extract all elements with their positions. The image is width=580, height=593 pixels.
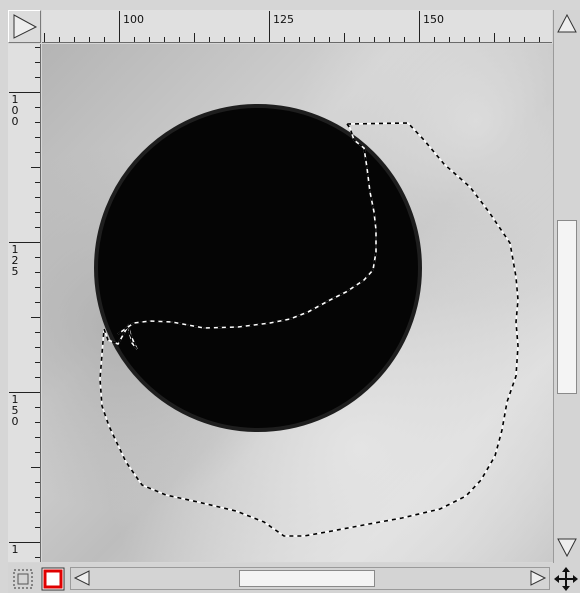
black-circle-shape <box>94 104 422 432</box>
ruler-corner-button[interactable] <box>8 10 41 43</box>
horizontal-scrollbar[interactable] <box>70 567 550 590</box>
ruler-label-125-vertical: 1 2 5 <box>11 243 19 278</box>
quick-mask-icon[interactable] <box>41 567 65 591</box>
vertical-scroll-thumb[interactable] <box>557 220 577 394</box>
horizontal-scroll-thumb[interactable] <box>239 570 375 587</box>
right-arrow-icon[interactable] <box>527 568 549 589</box>
vertical-ruler-ticks <box>9 47 40 558</box>
horizontal-ruler-ticks <box>44 11 540 42</box>
ruler-corner-triangle-icon <box>13 14 38 39</box>
down-arrow-icon[interactable] <box>554 535 580 561</box>
ruler-label-100: 100 <box>123 13 144 26</box>
left-arrow-icon[interactable] <box>71 568 93 589</box>
bottom-bar <box>8 563 580 593</box>
ruler-label-150-vertical: 1 5 0 <box>11 393 19 428</box>
ruler-label-175-vertical: 1 <box>11 543 19 556</box>
horizontal-ruler[interactable]: 100 125 150 <box>42 10 552 43</box>
move-cross-icon[interactable] <box>554 567 578 591</box>
ruler-label-100-vertical: 1 0 0 <box>11 93 19 128</box>
up-arrow-icon[interactable] <box>554 10 580 36</box>
vertical-scrollbar[interactable] <box>553 10 580 563</box>
ruler-label-150: 150 <box>423 13 444 26</box>
selection-outline <box>99 122 519 537</box>
vertical-ruler[interactable]: 1 0 0 1 2 5 1 5 0 1 <box>8 44 41 562</box>
ruler-label-125: 125 <box>273 13 294 26</box>
quick-mask-off-icon[interactable] <box>11 567 35 591</box>
image-canvas[interactable] <box>42 44 553 562</box>
